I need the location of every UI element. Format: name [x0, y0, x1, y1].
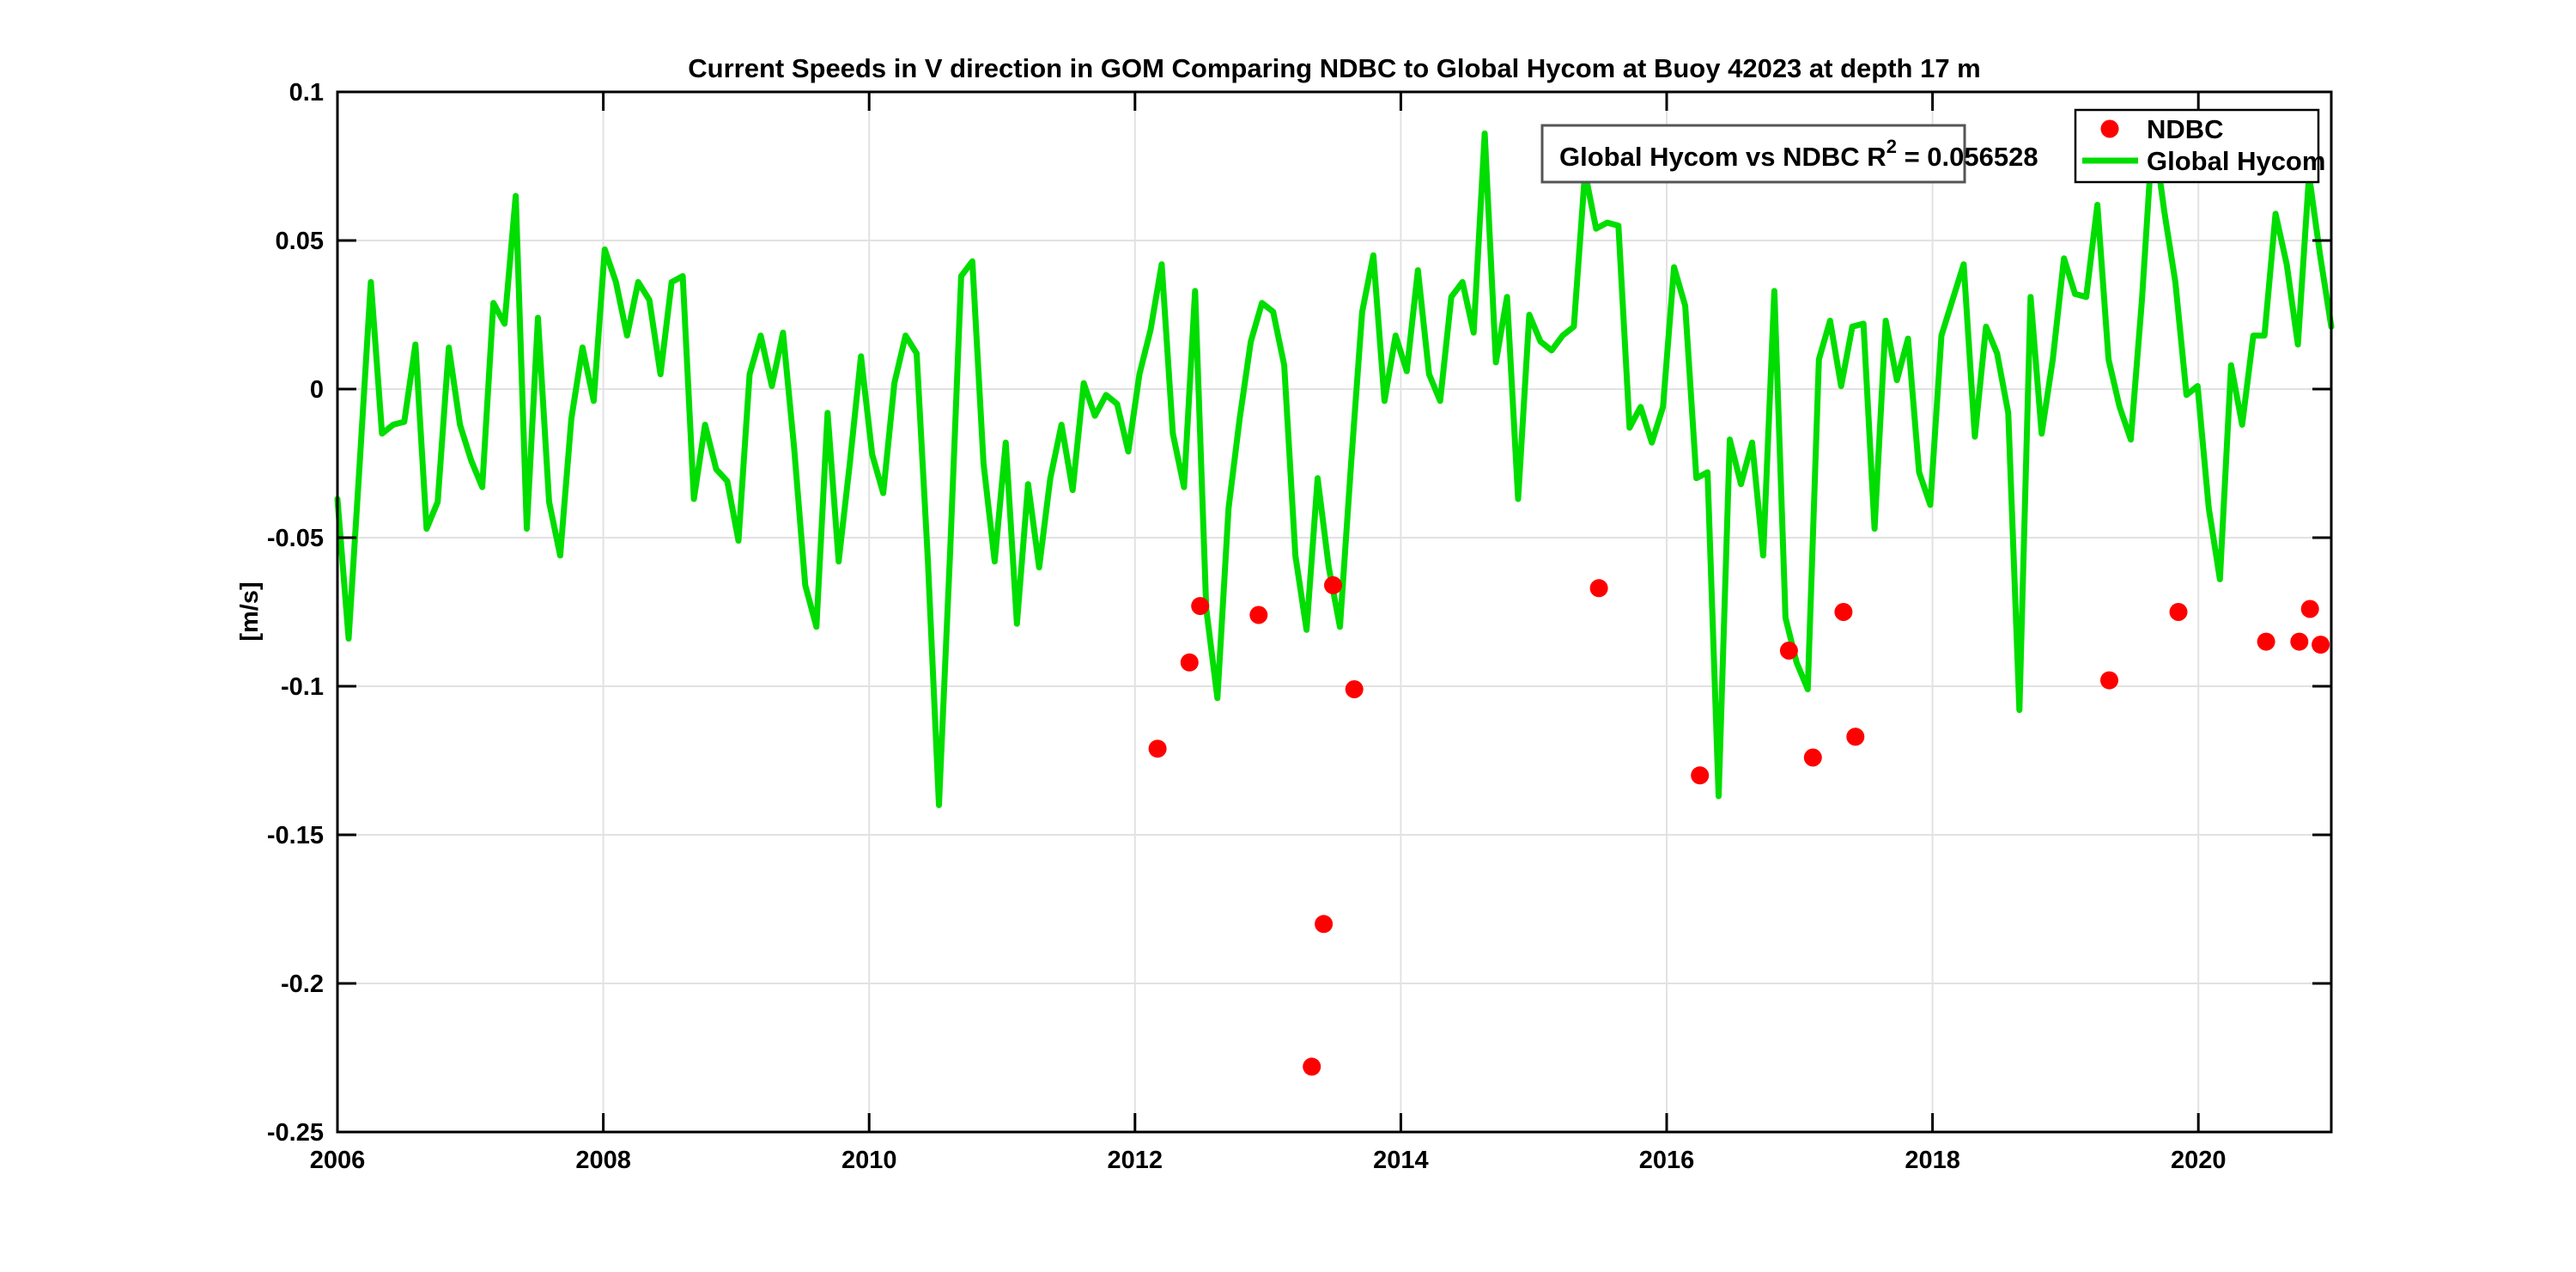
legend-hycom-label: Global Hycom	[2147, 146, 2325, 176]
ndbc-point	[1846, 727, 1865, 746]
plot-border	[336, 90, 2333, 1134]
ndbc-point	[1803, 748, 1822, 767]
legend-box	[2074, 108, 2320, 184]
r-squared-annotation-box	[1540, 124, 1966, 184]
ndbc-point	[2312, 636, 2330, 654]
y-axis-tick-labels: 0.1 0.05 0 -0.05 -0.1 -0.15 -0.2 -0.25	[267, 79, 324, 1147]
ndbc-point	[1191, 597, 1210, 616]
y-tick-label: 0.05	[276, 228, 324, 255]
ndbc-point	[1180, 653, 1199, 672]
hycom-line-series	[334, 125, 2335, 808]
gridlines	[337, 91, 2331, 1133]
hycom-line	[334, 125, 2335, 808]
chart-title: Current Speeds in V direction in GOM Com…	[688, 53, 1980, 83]
y-tick-label: 0	[310, 376, 324, 404]
ndbc-point	[2100, 671, 2118, 690]
ndbc-point	[1324, 575, 1342, 594]
ndbc-scatter-series	[1148, 575, 2330, 1076]
y-tick-label: -0.2	[281, 971, 324, 998]
ndbc-point	[1345, 680, 1364, 698]
legend[interactable]: NDBC Global Hycom	[2074, 108, 2325, 184]
y-axis-label: [m/s]	[236, 581, 264, 641]
ndbc-point	[2257, 632, 2275, 651]
x-tick-label: 2018	[1905, 1147, 1960, 1174]
ndbc-point	[1249, 606, 1268, 624]
y-tick-label: -0.1	[281, 673, 324, 701]
ndbc-point	[1589, 579, 1608, 598]
ndbc-point	[2290, 632, 2309, 651]
ndbc-point	[2169, 603, 2188, 621]
ndbc-point	[1148, 739, 1167, 758]
y-tick-label: -0.25	[267, 1119, 324, 1147]
r-squared-text: Global Hycom vs NDBC R2 = 0.056528	[1559, 136, 2038, 172]
x-tick-label: 2006	[310, 1147, 366, 1174]
ndbc-point	[1691, 766, 1710, 785]
y-tick-label: -0.15	[267, 822, 324, 849]
ndbc-point	[1303, 1057, 1321, 1076]
ndbc-point	[1834, 603, 1853, 621]
x-tick-label: 2008	[575, 1147, 631, 1174]
ndbc-point	[1779, 642, 1798, 660]
x-tick-label: 2016	[1639, 1147, 1695, 1174]
x-axis-tick-labels: 2006 2008 2010 2012 2014 2016 2018 2020	[310, 1147, 2227, 1174]
x-tick-label: 2020	[2171, 1147, 2227, 1174]
legend-ndbc-dot-icon	[2100, 119, 2119, 138]
ndbc-point	[2300, 599, 2319, 618]
ndbc-point	[1315, 915, 1334, 934]
y-tick-label: -0.05	[267, 525, 324, 552]
y-tick-label: 0.1	[289, 79, 324, 107]
x-tick-label: 2012	[1108, 1147, 1163, 1174]
x-tick-label: 2014	[1373, 1147, 1429, 1174]
r-squared-annotation: Global Hycom vs NDBC R2 = 0.056528	[1540, 124, 2038, 184]
x-tick-label: 2010	[841, 1147, 897, 1174]
legend-ndbc-label: NDBC	[2147, 114, 2224, 144]
